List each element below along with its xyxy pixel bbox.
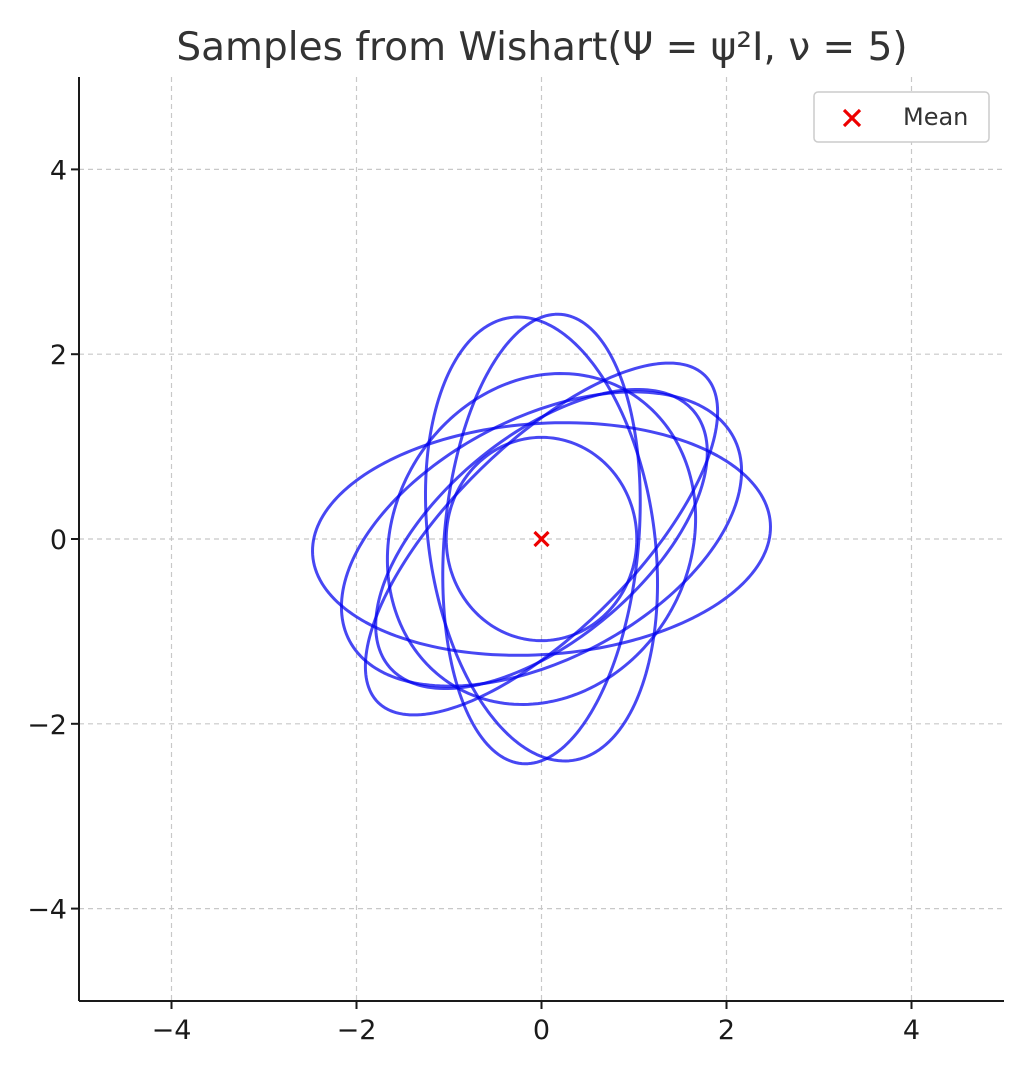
ellipse-sample-0 bbox=[441, 312, 642, 766]
x-tick-label: −4 bbox=[152, 1015, 192, 1046]
x-tick-label: 4 bbox=[903, 1015, 920, 1046]
y-tick-label: 2 bbox=[50, 340, 67, 371]
grid bbox=[79, 77, 1004, 1001]
ticks: −4 −2 0 2 4 −4 −2 0 2 4 bbox=[27, 155, 920, 1046]
y-tick-label: −2 bbox=[27, 710, 67, 741]
y-tick-label: 4 bbox=[50, 155, 67, 186]
ellipse-sample-6 bbox=[385, 372, 698, 706]
ellipse-sample-1 bbox=[423, 315, 660, 763]
ellipse-sample-4 bbox=[311, 421, 772, 657]
x-tick-label: 2 bbox=[718, 1015, 735, 1046]
mean-marker bbox=[533, 530, 550, 548]
x-tick-label: 0 bbox=[533, 1015, 550, 1046]
legend: Mean bbox=[813, 91, 990, 143]
ellipse-sample-7 bbox=[444, 435, 639, 643]
legend-label-mean: Mean bbox=[903, 103, 968, 131]
legend-mean-x bbox=[842, 108, 862, 128]
ellipse-series bbox=[311, 312, 772, 766]
y-tick-label: −4 bbox=[27, 895, 67, 926]
mean-marker-group bbox=[533, 530, 550, 548]
legend-box bbox=[813, 91, 990, 143]
ellipse-sample-5 bbox=[374, 387, 709, 691]
x-tick-label: −2 bbox=[337, 1015, 377, 1046]
ellipse-sample-2 bbox=[363, 361, 720, 717]
legend-mean-marker bbox=[842, 108, 862, 128]
chart-title: Samples from Wishart(Ψ = ψ²I, ν = 5) bbox=[176, 25, 907, 70]
y-tick-label: 0 bbox=[50, 525, 67, 556]
